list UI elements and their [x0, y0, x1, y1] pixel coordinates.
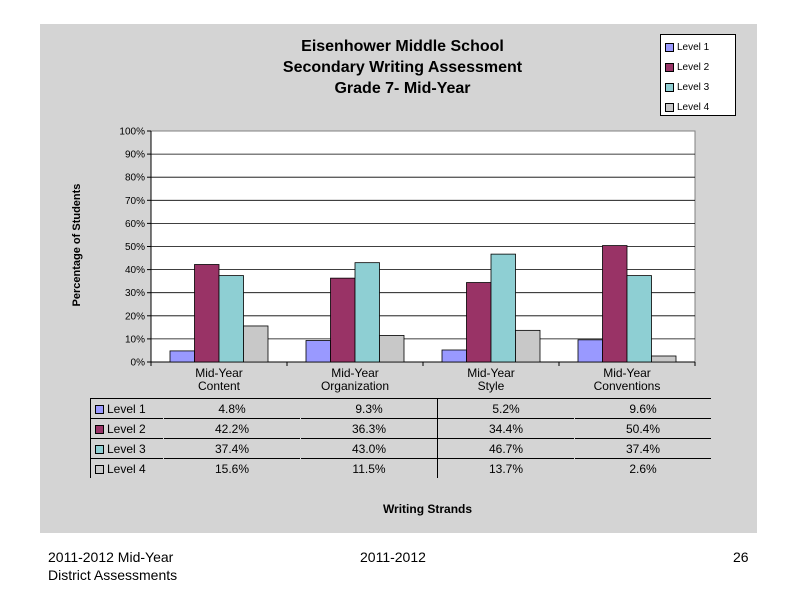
footer-center: 2011-2012 [360, 549, 426, 565]
bar-level-1 [169, 350, 195, 363]
legend-swatch [665, 82, 674, 92]
table-cell: 11.5% [300, 458, 438, 478]
legend-label: Level 4 [677, 101, 710, 113]
table-series-label: Level 3 [90, 438, 164, 459]
bar-level-3 [626, 275, 652, 363]
table-series-name: Level 2 [107, 421, 146, 436]
y-tick-label: 80% [125, 173, 145, 184]
title-line-2: Secondary Writing Assessment [282, 59, 523, 76]
page-number: 26 [733, 549, 749, 565]
bar-level-4 [243, 325, 269, 363]
table-row: Level 1 4.8% 9.3% 5.2% 9.6% [90, 398, 711, 419]
x-tick-label: Style [478, 379, 505, 393]
bar-level-2 [602, 245, 628, 363]
x-tick-label: Mid-Year [467, 366, 515, 380]
bar-level-2 [330, 277, 356, 363]
bar-level-4 [515, 329, 541, 363]
table-cell: 4.8% [163, 398, 301, 419]
title-line-3: Grade 7- Mid-Year [334, 80, 471, 97]
bar-level-1 [577, 339, 603, 363]
x-axis-title: Writing Strands [382, 502, 473, 516]
table-cell: 37.4% [574, 438, 711, 459]
table-series-label: Level 2 [90, 418, 164, 439]
table-series-label: Level 4 [90, 458, 164, 478]
legend-entry: Level 1 [665, 37, 735, 57]
legend-label: Level 3 [677, 81, 710, 93]
table-series-name: Level 4 [107, 461, 146, 476]
x-tick-label: Mid-Year [195, 366, 243, 380]
x-tick-label: Mid-Year [603, 366, 651, 380]
title-line-1: Eisenhower Middle School [301, 38, 504, 55]
table-cell: 2.6% [574, 458, 711, 478]
legend-label: Level 2 [677, 61, 710, 73]
y-tick-label: 10% [125, 334, 145, 345]
x-tick-label: Organization [321, 379, 389, 393]
chart-legend: Level 1 Level 2 Level 3 Level 4 [660, 34, 736, 116]
chart-panel: Eisenhower Middle School Secondary Writi… [40, 24, 757, 533]
table-legend-swatch [95, 404, 104, 414]
table-legend-swatch [95, 424, 104, 434]
table-row: Level 3 37.4% 43.0% 46.7% 37.4% [90, 438, 711, 459]
table-cell: 37.4% [163, 438, 301, 459]
table-cell: 46.7% [437, 438, 575, 459]
data-table: Level 1 4.8% 9.3% 5.2% 9.6% Level 2 42.2% 36.3%… [90, 398, 711, 478]
y-tick-label: 20% [125, 311, 145, 322]
table-cell: 13.7% [437, 458, 575, 478]
footer-left-line-2: District Assessments [48, 567, 178, 583]
table-cell: 36.3% [300, 418, 438, 439]
table-cell: 9.6% [574, 398, 711, 419]
legend-label: Level 1 [677, 41, 710, 53]
table-series-name: Level 3 [107, 441, 146, 456]
bar-level-4 [379, 335, 405, 363]
bar-level-1 [441, 349, 467, 363]
x-tick-label: Conventions [594, 379, 661, 393]
table-legend-swatch [95, 464, 104, 474]
y-tick-label: 50% [125, 242, 145, 253]
legend-swatch [665, 42, 674, 52]
legend-entry: Level 3 [665, 77, 735, 97]
legend-entry: Level 2 [665, 57, 735, 77]
x-tick-label: Content [198, 379, 241, 393]
table-cell: 9.3% [300, 398, 438, 419]
bar-level-3 [218, 275, 244, 363]
table-series-name: Level 1 [107, 401, 146, 416]
table-series-label: Level 1 [90, 398, 164, 419]
footer-left-line-1: 2011-2012 Mid-Year [48, 549, 174, 565]
legend-swatch [665, 102, 674, 112]
legend-entry: Level 4 [665, 97, 735, 117]
table-cell: 5.2% [437, 398, 575, 419]
table-row: Level 4 15.6% 11.5% 13.7% 2.6% [90, 458, 711, 478]
bar-level-4 [651, 355, 677, 363]
bar-level-2 [194, 264, 220, 363]
table-cell: 43.0% [300, 438, 438, 459]
chart-title: Eisenhower Middle School Secondary Writi… [40, 36, 765, 99]
y-tick-label: 90% [125, 150, 145, 161]
bar-level-1 [305, 340, 331, 363]
y-tick-label: 0% [131, 358, 146, 369]
table-legend-swatch [95, 444, 104, 454]
legend-swatch [665, 62, 674, 72]
table-cell: 34.4% [437, 418, 575, 439]
plot-area: 0% 10% 20% 30% 40% 50% 60% 70% 80% 90% 100% Mid-Yea… [119, 127, 696, 393]
y-tick-label: 60% [125, 219, 145, 230]
bar-level-3 [490, 253, 516, 363]
x-tick-label: Mid-Year [331, 366, 379, 380]
y-tick-label: 70% [125, 196, 145, 207]
y-tick-label: 40% [125, 265, 145, 276]
bar-level-3 [354, 262, 380, 363]
table-cell: 15.6% [163, 458, 301, 478]
table-cell: 50.4% [574, 418, 711, 439]
y-tick-label: 30% [125, 288, 145, 299]
footer-left: 2011-2012 Mid-Year District Assessments [48, 548, 177, 584]
table-cell: 42.2% [163, 418, 301, 439]
bar-level-2 [466, 282, 492, 363]
table-row: Level 2 42.2% 36.3% 34.4% 50.4% [90, 418, 711, 439]
y-tick-label: 100% [119, 127, 145, 138]
